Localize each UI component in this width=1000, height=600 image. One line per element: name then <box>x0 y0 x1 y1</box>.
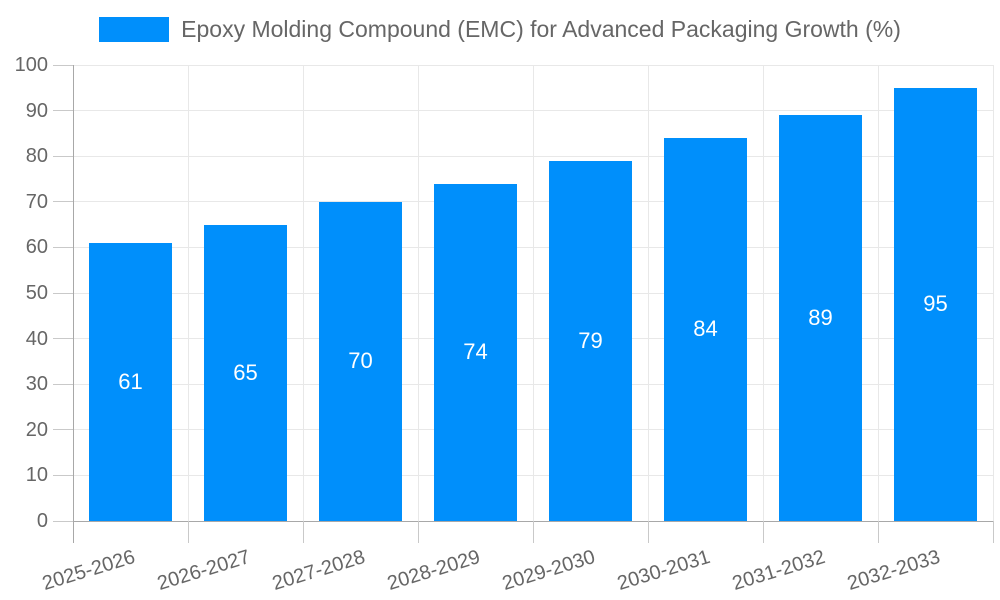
gridline-vertical <box>187 65 189 521</box>
plot-area: 61 65 70 74 79 84 89 95 <box>72 64 994 543</box>
y-axis-tick <box>53 520 73 522</box>
y-axis-label: 100 <box>14 54 48 76</box>
y-axis-tick <box>53 292 73 294</box>
y-axis-line <box>72 65 74 543</box>
y-axis-tick <box>53 383 73 385</box>
legend-label: Epoxy Molding Compound (EMC) for Advance… <box>181 16 901 42</box>
y-axis-tick <box>53 338 73 340</box>
bar[interactable]: 70 <box>319 201 402 521</box>
gridline-vertical <box>647 65 649 521</box>
y-axis-label: 60 <box>25 236 48 259</box>
legend: Epoxy Molding Compound (EMC) for Advance… <box>0 16 1000 43</box>
y-axis-tick <box>53 155 73 157</box>
y-axis-label: 90 <box>25 99 48 122</box>
bar-value-label: 89 <box>808 305 833 331</box>
x-axis-label: 2025-2026 <box>39 545 138 595</box>
y-axis-tick <box>53 474 73 476</box>
y-axis-label: 70 <box>25 190 48 213</box>
x-axis-tick <box>647 521 649 543</box>
legend-item[interactable]: Epoxy Molding Compound (EMC) for Advance… <box>99 16 901 43</box>
y-axis-label: 40 <box>25 327 48 350</box>
bar-value-label: 84 <box>693 316 718 342</box>
x-axis-tick <box>532 521 534 543</box>
y-axis-label: 0 <box>36 510 48 532</box>
bar-value-label: 70 <box>348 348 373 374</box>
gridline-vertical <box>532 65 534 521</box>
bar[interactable]: 65 <box>204 224 287 521</box>
y-axis-tick <box>53 110 73 112</box>
bar[interactable]: 61 <box>89 242 172 521</box>
bar[interactable]: 89 <box>779 115 862 521</box>
x-axis-label: 2031-2032 <box>729 545 828 595</box>
gridline-vertical <box>302 65 304 521</box>
bar-value-label: 61 <box>118 368 143 394</box>
x-axis-tick <box>877 521 879 543</box>
bar[interactable]: 84 <box>664 137 747 521</box>
bar[interactable]: 74 <box>434 183 517 521</box>
y-axis-tick <box>53 429 73 431</box>
y-axis-label: 50 <box>25 282 48 304</box>
y-axis-label: 20 <box>25 418 48 441</box>
x-axis-tick <box>992 521 994 543</box>
bar-value-label: 65 <box>233 359 258 385</box>
gridline-vertical <box>762 65 764 521</box>
x-axis-tick <box>762 521 764 543</box>
y-axis-label: 30 <box>25 373 48 396</box>
y-axis-tick <box>53 201 73 203</box>
legend-swatch-icon <box>99 17 170 42</box>
x-axis-label: 2029-2030 <box>499 545 598 595</box>
bar[interactable]: 95 <box>894 87 977 521</box>
x-axis-tick <box>302 521 304 543</box>
bar-value-label: 95 <box>923 291 948 317</box>
x-axis-tick <box>417 521 419 543</box>
x-axis-label: 2028-2029 <box>384 545 483 595</box>
gridline-vertical <box>877 65 879 521</box>
y-axis-tick <box>53 64 73 66</box>
y-axis-tick <box>53 246 73 248</box>
bar-value-label: 74 <box>463 339 488 365</box>
x-axis-label: 2032-2033 <box>844 545 943 595</box>
gridline-vertical <box>992 65 994 521</box>
gridline-vertical <box>417 65 419 521</box>
x-axis-tick <box>187 521 189 543</box>
x-axis-label: 2027-2028 <box>269 545 368 595</box>
x-axis-label: 2026-2027 <box>154 545 253 595</box>
y-axis-label: 80 <box>25 145 48 168</box>
y-axis-label: 10 <box>25 464 48 487</box>
bar-value-label: 79 <box>578 327 603 353</box>
bar[interactable]: 79 <box>549 160 632 521</box>
x-axis-label: 2030-2031 <box>614 545 713 595</box>
